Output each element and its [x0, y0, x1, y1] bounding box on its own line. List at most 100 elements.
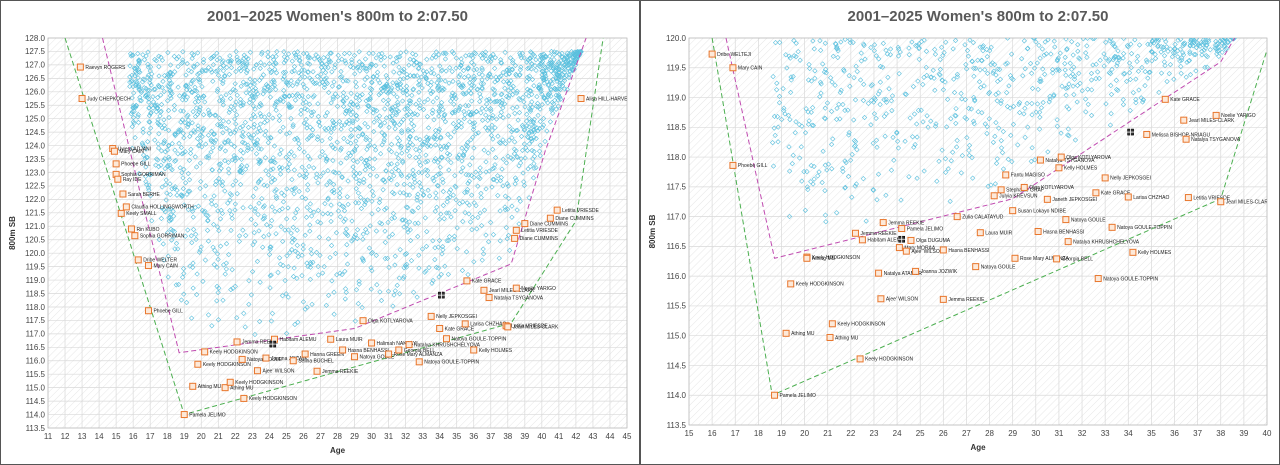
cloud-point: [526, 93, 532, 99]
cloud-point: [446, 237, 452, 244]
athlete-marker: [997, 186, 1005, 194]
cloud-point: [1027, 60, 1034, 67]
cloud-point: [438, 103, 444, 109]
cloud-point: [199, 144, 205, 150]
cloud-point: [247, 204, 254, 210]
cloud-point: [353, 175, 359, 182]
cloud-point: [222, 271, 228, 277]
cloud-point: [439, 85, 446, 91]
cloud-point: [369, 198, 375, 204]
cloud-point: [819, 179, 825, 186]
cloud-point: [243, 90, 249, 96]
cloud-point: [438, 271, 444, 278]
cloud-point: [541, 77, 547, 83]
cloud-point: [199, 84, 205, 90]
cloud-point: [481, 147, 487, 153]
cloud-point: [340, 93, 346, 99]
cloud-point: [360, 258, 367, 264]
cloud-point: [1167, 61, 1174, 68]
cloud-point: [361, 179, 367, 186]
cloud-point: [287, 104, 293, 111]
athlete-marker: [1184, 194, 1192, 202]
cloud-point: [398, 50, 404, 56]
cloud-point: [270, 115, 276, 121]
cloud-point: [189, 78, 195, 84]
cloud-point: [969, 154, 975, 161]
y-tick-label: 122.5: [25, 182, 46, 191]
cloud-point: [526, 115, 532, 122]
cloud-point: [973, 65, 979, 71]
cloud-point: [305, 263, 311, 269]
cloud-point: [1052, 44, 1058, 50]
cloud-point: [233, 121, 239, 127]
athlete-label: Melissa BISHOP-NRIAGU: [1152, 132, 1211, 138]
cloud-point: [545, 64, 551, 70]
cloud-point: [433, 49, 439, 55]
athlete-marker: [253, 367, 261, 375]
x-tick-label: 40: [537, 432, 546, 441]
cloud-point: [179, 192, 186, 199]
cloud-point: [393, 55, 400, 61]
cloud-point: [211, 53, 217, 60]
cloud-point: [419, 246, 426, 252]
cloud-point: [422, 159, 429, 165]
cloud-point: [1142, 69, 1148, 75]
cloud-point: [193, 236, 199, 242]
cloud-point: [1051, 38, 1057, 44]
cloud-point: [394, 181, 400, 188]
cloud-point: [388, 87, 394, 93]
x-tick-label: 23: [870, 429, 879, 438]
cloud-point: [281, 60, 287, 66]
cloud-point: [832, 82, 838, 88]
cloud-point: [924, 113, 930, 119]
cloud-point: [1187, 50, 1193, 57]
cloud-point: [306, 53, 312, 60]
cloud-point: [965, 53, 972, 59]
cloud-point: [238, 147, 244, 154]
y-tick-label: 114.0: [667, 391, 687, 400]
athlete-marker: [144, 307, 152, 315]
x-tick-label: 17: [731, 429, 740, 438]
cloud-point: [1108, 38, 1114, 42]
cloud-point: [186, 177, 193, 183]
cloud-point: [240, 150, 246, 156]
cloud-point: [268, 318, 275, 324]
cloud-point: [328, 242, 335, 249]
cloud-point: [281, 49, 287, 55]
cloud-point: [292, 52, 299, 58]
cloud-point: [417, 81, 423, 87]
cloud-point: [267, 246, 273, 253]
cloud-point: [245, 124, 252, 131]
cloud-point: [272, 159, 278, 166]
cloud-point: [390, 210, 397, 217]
cloud-point: [291, 186, 297, 192]
cloud-point: [367, 142, 373, 148]
cloud-point: [388, 106, 394, 112]
cloud-point: [459, 60, 465, 66]
cloud-point: [947, 198, 953, 204]
cloud-point: [921, 74, 927, 80]
cloud-point: [352, 318, 358, 324]
cloud-point: [395, 135, 401, 141]
cloud-point: [357, 68, 363, 74]
cloud-point: [948, 116, 954, 122]
cloud-point: [330, 94, 336, 100]
cloud-point: [464, 139, 471, 146]
cloud-point: [815, 173, 821, 179]
athlete-marker: [1124, 193, 1132, 201]
cloud-point: [940, 52, 946, 59]
y-tick-label: 115.5: [667, 302, 687, 311]
cloud-point: [790, 152, 796, 158]
cloud-point: [393, 109, 399, 116]
cloud-point: [174, 192, 180, 198]
cloud-point: [238, 68, 244, 74]
cloud-point: [1033, 109, 1039, 115]
athlete-marker: [895, 244, 903, 252]
cloud-point: [308, 213, 315, 219]
cloud-point: [193, 105, 199, 111]
cloud-point: [409, 111, 416, 118]
cloud-point: [236, 238, 242, 245]
athlete-marker: [134, 256, 142, 264]
cloud-point: [471, 83, 477, 89]
cloud-point: [424, 167, 431, 174]
